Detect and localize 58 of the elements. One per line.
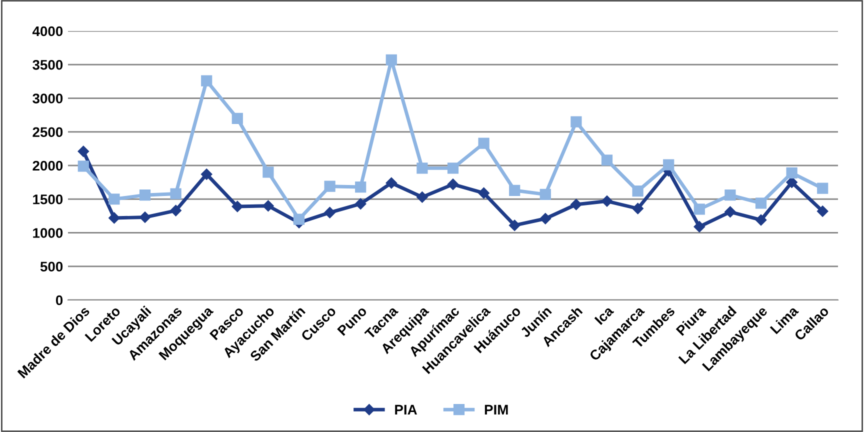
point (170, 204, 182, 216)
point (447, 178, 459, 190)
point (108, 194, 120, 205)
point (386, 54, 397, 66)
point (324, 206, 336, 218)
point (324, 180, 336, 192)
point (601, 196, 613, 207)
point (570, 198, 582, 210)
point (386, 177, 398, 189)
point (724, 190, 736, 201)
y-tick-label: 3500 (32, 60, 63, 70)
point (232, 112, 243, 124)
point (694, 221, 706, 232)
point (509, 184, 520, 196)
point (200, 168, 212, 180)
point (755, 198, 767, 209)
point (786, 167, 798, 178)
point (478, 187, 490, 199)
y-tick-label: 500 (40, 262, 63, 272)
point (447, 162, 459, 174)
point (354, 198, 366, 210)
point (78, 160, 89, 172)
point (262, 166, 274, 178)
point (78, 146, 90, 157)
point (632, 202, 644, 214)
point (663, 159, 674, 170)
y-tick-label: 3000 (32, 94, 63, 104)
point (108, 212, 120, 224)
legend-label: PIA (395, 404, 417, 414)
point (293, 214, 305, 225)
y-tick-label: 2000 (32, 160, 63, 171)
point (139, 190, 151, 201)
point (570, 116, 582, 128)
point (816, 206, 828, 217)
legend-label: PIM (484, 404, 508, 414)
point (540, 188, 551, 200)
point (817, 182, 828, 194)
point (416, 192, 428, 203)
point (478, 138, 490, 149)
point (201, 75, 212, 86)
point (170, 188, 182, 200)
point (416, 162, 428, 174)
point (232, 200, 244, 212)
point (540, 213, 552, 224)
point (632, 186, 644, 197)
point (508, 220, 520, 231)
y-tick-label: 2500 (32, 127, 63, 138)
point (694, 204, 705, 215)
point (262, 200, 274, 212)
y-tick-label: 1500 (33, 194, 63, 204)
point (724, 206, 736, 218)
point (355, 181, 366, 193)
y-tick-label: 4000 (32, 26, 63, 36)
point (755, 214, 767, 226)
point (601, 154, 613, 166)
point (139, 212, 151, 223)
y-tick-label: 1000 (33, 228, 63, 238)
y-tick-label: 0 (56, 295, 63, 306)
